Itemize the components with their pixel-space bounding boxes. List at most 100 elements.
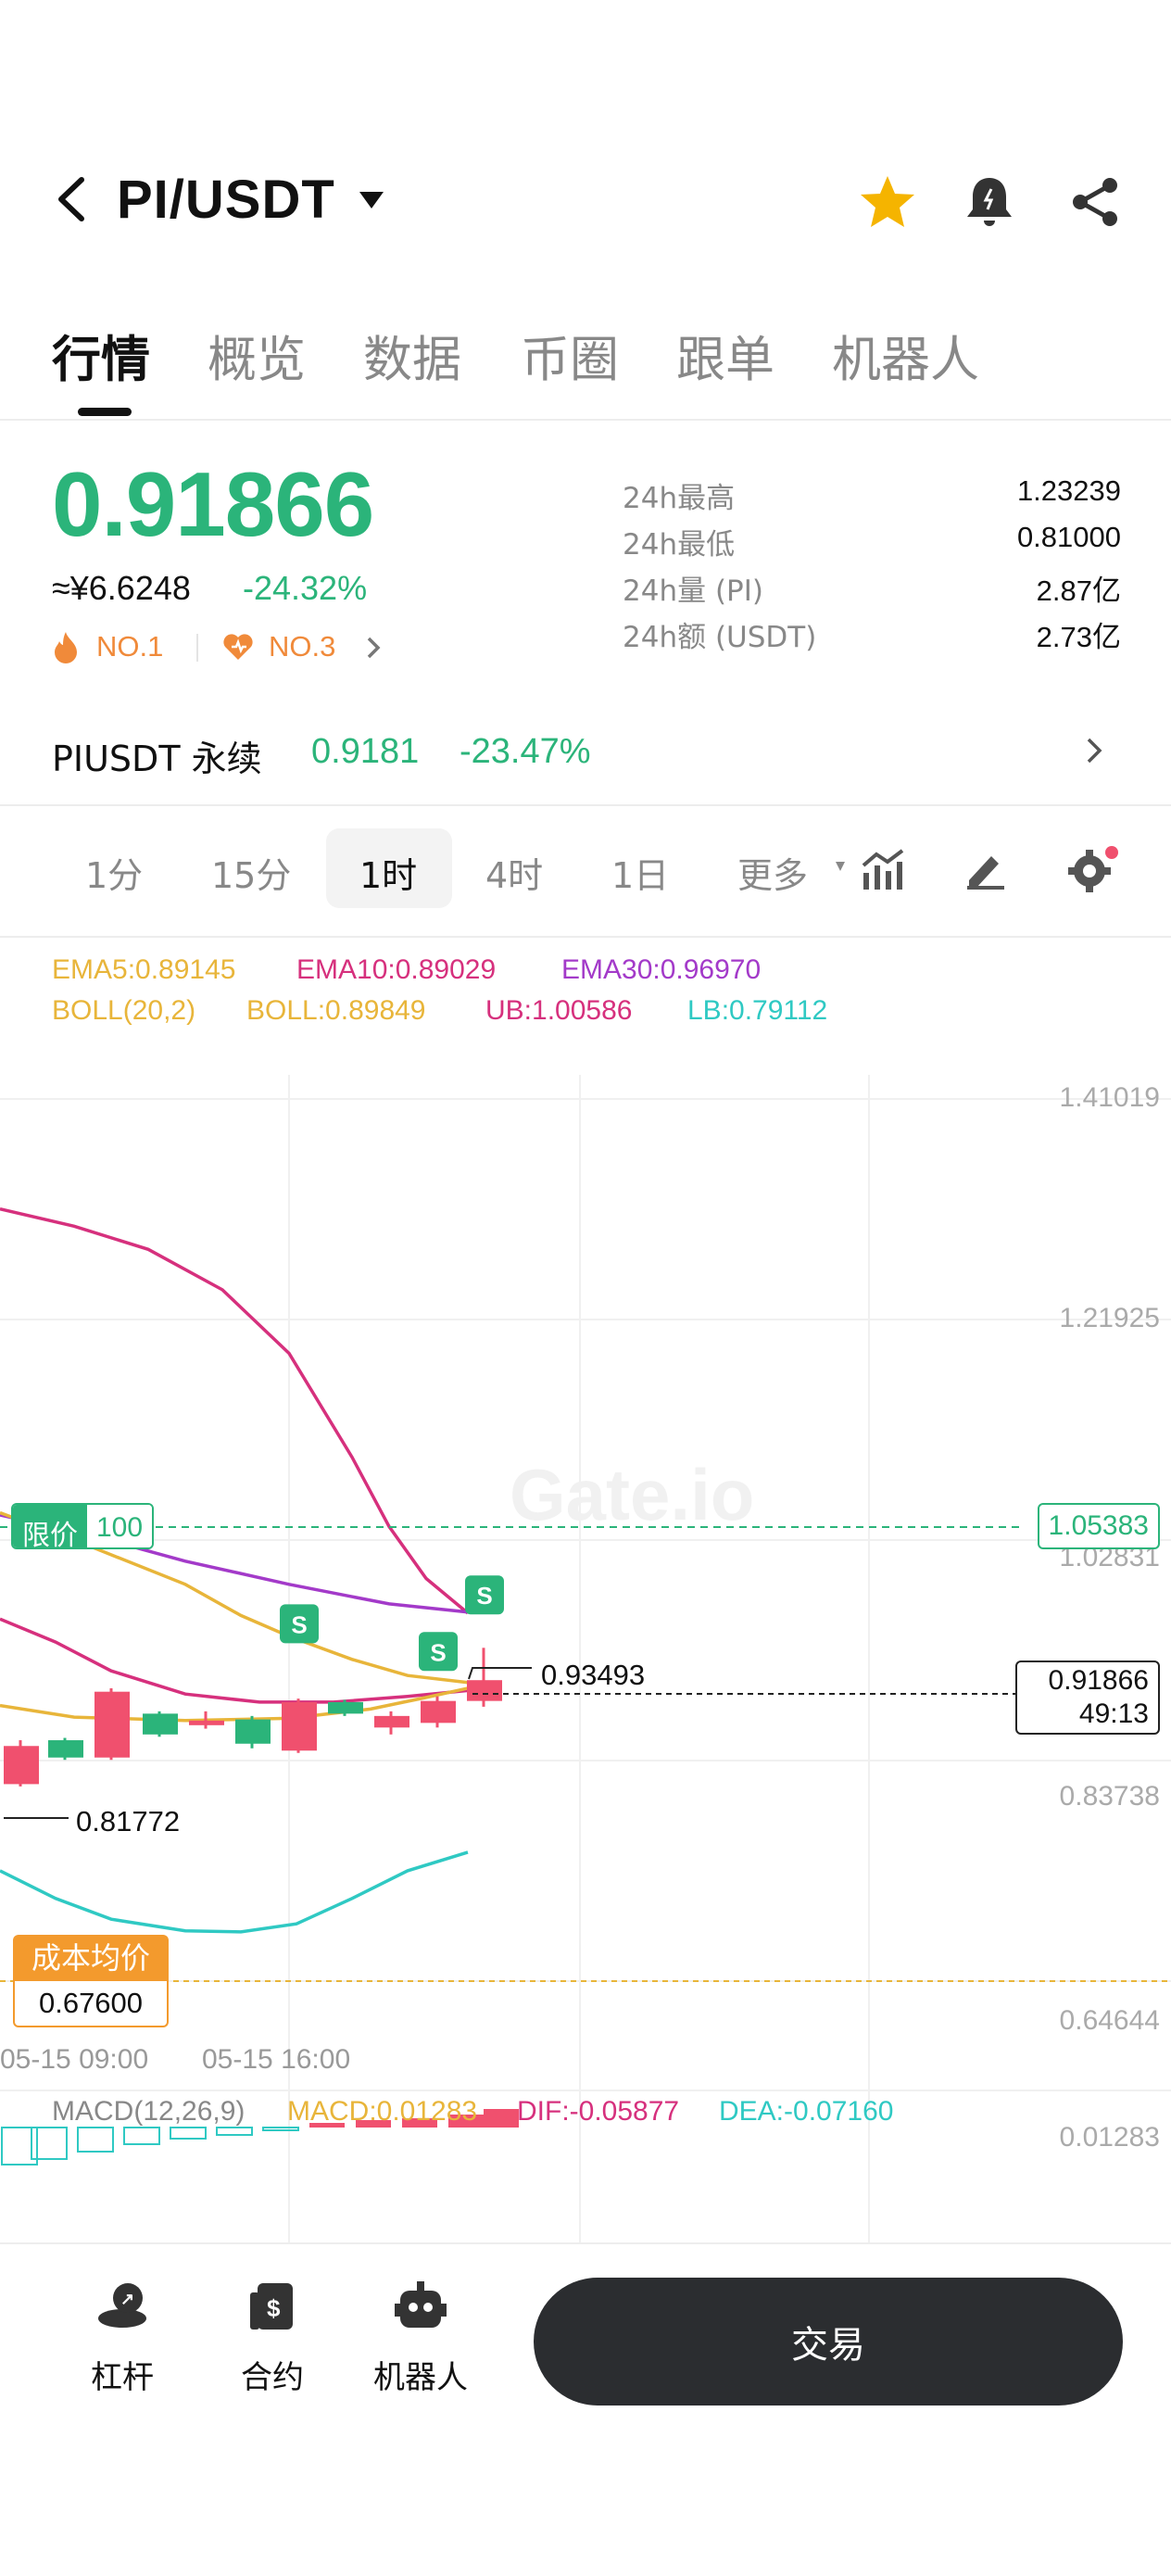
ema10-label: EMA10:0.89029 <box>296 954 497 985</box>
interval-1h[interactable]: 1时 <box>359 855 418 896</box>
stat-label: 24h量 (PI) <box>623 575 763 608</box>
draw-pen-icon[interactable] <box>963 849 1006 891</box>
contract-icon[interactable]: $ <box>245 2279 300 2335</box>
boll-label: BOLL(20,2) <box>52 995 196 1026</box>
axis-label: 1.41019 <box>1059 1082 1160 1113</box>
macd-axis-label: 0.01283 <box>1059 2122 1160 2153</box>
limit-label: 限价 <box>13 1505 87 1547</box>
divider <box>0 419 1171 421</box>
macd-bar <box>356 2120 391 2128</box>
ema10-line <box>0 1686 469 1723</box>
bell-icon[interactable] <box>960 172 1019 232</box>
caret-down-icon[interactable] <box>358 190 385 210</box>
more-caret-icon[interactable] <box>836 862 845 873</box>
watermark-logo: Gate.io <box>510 1454 754 1535</box>
trade-button[interactable]: 交易 <box>534 2278 1123 2406</box>
current-price-value: 0.91866 <box>1048 1665 1149 1696</box>
flame-icon <box>55 632 77 663</box>
stat-label: 24h最高 <box>623 482 736 515</box>
trade-marker-label: S <box>291 1610 307 1638</box>
perp-name[interactable]: PIUSDT 永续 <box>52 739 262 779</box>
tab-data[interactable]: 数据 <box>363 332 461 388</box>
interval-15m[interactable]: 15分 <box>211 855 292 896</box>
stat-label: 24h额 (USDT) <box>623 621 817 654</box>
tab-copytrade[interactable]: 跟单 <box>676 332 774 388</box>
interval-4h[interactable]: 4时 <box>485 855 544 896</box>
candle-body <box>189 1720 224 1725</box>
candle-body <box>282 1701 317 1751</box>
macd-bar <box>262 2127 299 2131</box>
svg-text:$: $ <box>267 2294 281 2322</box>
limit-qty: 100 <box>87 1505 153 1547</box>
leverage-label[interactable]: 杠杆 <box>91 2359 154 2396</box>
price-change: -24.32% <box>243 569 368 607</box>
interval-more[interactable]: 更多 <box>737 855 809 896</box>
pair-title[interactable]: PI/USDT <box>117 170 335 230</box>
macd-value: MACD:0.01283 <box>287 2096 478 2127</box>
interval-active-bg <box>326 828 452 908</box>
lb-line <box>0 1850 469 1934</box>
tab-overview[interactable]: 概览 <box>208 332 306 388</box>
lb-label: LB:0.79112 <box>687 995 828 1026</box>
current-price-tag: 0.91866 49:13 <box>1015 1661 1160 1735</box>
stat-value: 2.73亿 <box>1036 621 1121 653</box>
robot-label[interactable]: 机器人 <box>373 2359 468 2396</box>
macd-bar <box>216 2127 253 2136</box>
high-leader-line <box>468 1667 532 1680</box>
stat-value: 2.87亿 <box>1036 575 1121 607</box>
macd-bar <box>170 2127 207 2140</box>
macd-bar <box>402 2118 437 2128</box>
trade-marker <box>419 1632 458 1672</box>
high-label: 0.93493 <box>541 1659 646 1691</box>
boll-value: BOLL:0.89849 <box>246 995 426 1026</box>
macd-bar <box>77 2127 114 2153</box>
low-label: 0.81772 <box>76 1805 181 1837</box>
back-icon[interactable] <box>54 176 91 222</box>
tab-market[interactable]: 行情 <box>52 332 150 388</box>
cost-avg-value: 0.67600 <box>13 1981 169 2027</box>
dea-value: DEA:-0.07160 <box>719 2096 894 2127</box>
ema5-label: EMA5:0.89145 <box>52 954 236 985</box>
macd-bar <box>309 2123 345 2128</box>
candle-body <box>235 1719 271 1744</box>
candle-body <box>48 1740 83 1758</box>
candle-body <box>467 1680 502 1701</box>
limit-order-tag[interactable]: 限价 100 <box>11 1503 155 1549</box>
candle-body <box>374 1715 409 1728</box>
settings-gear-icon[interactable] <box>1065 845 1119 893</box>
axis-label: 1.21925 <box>1059 1303 1160 1333</box>
axis-label: 0.83738 <box>1059 1781 1160 1812</box>
rank-fav[interactable]: NO.3 <box>269 630 336 663</box>
leverage-icon[interactable]: ↗ <box>94 2279 150 2335</box>
dif-value: DIF:-0.05877 <box>517 2096 680 2127</box>
svg-text:↗: ↗ <box>120 2290 134 2308</box>
macd-bar <box>484 2109 519 2128</box>
ema30-label: EMA30:0.96970 <box>561 954 762 985</box>
candle-body <box>94 1691 130 1758</box>
macd-bar <box>123 2127 160 2145</box>
heart-icon <box>223 634 253 660</box>
candle-body <box>421 1700 456 1724</box>
trade-marker <box>465 1575 504 1615</box>
divider <box>0 2242 1171 2244</box>
candle-body <box>328 1701 363 1714</box>
tab-community[interactable]: 币圈 <box>521 332 619 388</box>
time-label: 05-15 16:00 <box>202 2044 351 2075</box>
share-icon[interactable] <box>1065 172 1125 232</box>
tab-bots[interactable]: 机器人 <box>832 332 979 388</box>
perp-price: 0.9181 <box>311 732 420 771</box>
interval-1d[interactable]: 1日 <box>611 855 670 896</box>
candle-body <box>143 1713 178 1735</box>
star-icon[interactable] <box>858 172 917 232</box>
indicator-icon[interactable] <box>860 849 904 891</box>
robot-icon[interactable] <box>393 2279 448 2335</box>
macd-bar <box>31 2127 68 2160</box>
chevron-right-icon[interactable] <box>365 636 382 660</box>
macd-bar <box>448 2115 484 2128</box>
interval-1m[interactable]: 1分 <box>85 855 144 896</box>
tab-underline <box>78 408 132 416</box>
rank-hot[interactable]: NO.1 <box>96 630 164 663</box>
perp-chevron-icon[interactable] <box>1084 736 1104 765</box>
contract-label[interactable]: 合约 <box>241 2359 304 2396</box>
ema5-line <box>0 1510 469 1685</box>
